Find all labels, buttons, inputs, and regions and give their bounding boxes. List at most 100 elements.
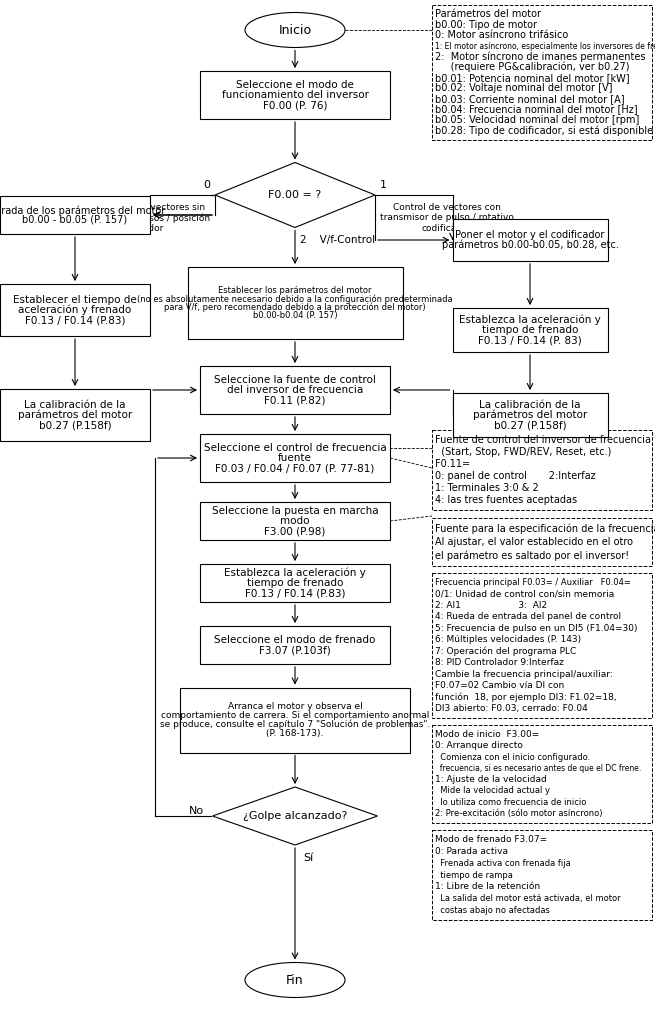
Bar	[432, 830, 652, 920]
Text: No: No	[189, 806, 204, 816]
Bar	[432, 725, 652, 823]
Text: 7: Operación del programa PLC: 7: Operación del programa PLC	[435, 646, 576, 656]
Text: 2: Pre-excitación (sólo motor asíncrono): 2: Pre-excitación (sólo motor asíncrono)	[435, 809, 603, 818]
Text: Establezca la aceleración y: Establezca la aceleración y	[224, 567, 366, 579]
Text: modo: modo	[280, 516, 310, 526]
Polygon shape	[212, 787, 377, 845]
Text: función  18, por ejemplo DI3: F1.02=18,: función 18, por ejemplo DI3: F1.02=18,	[435, 692, 616, 701]
Text: 0: 0	[203, 180, 210, 190]
Text: Modo de frenado F3.07=: Modo de frenado F3.07=	[435, 836, 547, 845]
Text: b0.02: Voltaje nominal del motor [V]: b0.02: Voltaje nominal del motor [V]	[435, 83, 612, 93]
Text: 2:  Motor síncrono de imanes permanentes: 2: Motor síncrono de imanes permanentes	[435, 51, 645, 61]
Text: b0.00-b0.04 (P. 157): b0.00-b0.04 (P. 157)	[253, 310, 337, 319]
Text: Cambie la frecuencia principal/auxiliar:: Cambie la frecuencia principal/auxiliar:	[435, 670, 612, 679]
Text: Seleccione el control de frecuencia: Seleccione el control de frecuencia	[204, 442, 386, 453]
Bar	[200, 502, 390, 540]
Bar	[200, 626, 390, 664]
Text: 5: Frecuencia de pulso en un DI5 (F1.04=30): 5: Frecuencia de pulso en un DI5 (F1.04=…	[435, 624, 637, 633]
Text: (P. 168-173).: (P. 168-173).	[267, 729, 324, 737]
Text: 1: Ajuste de la velocidad: 1: Ajuste de la velocidad	[435, 775, 547, 784]
Text: aceleración y frenado: aceleración y frenado	[18, 305, 132, 315]
Text: Sí: Sí	[303, 853, 313, 863]
Bar	[200, 564, 390, 602]
Text: Comienza con el inicio configurado.: Comienza con el inicio configurado.	[435, 753, 590, 762]
Bar	[0, 389, 150, 441]
Bar	[432, 5, 652, 140]
Text: Entrada de los parámetros del motor: Entrada de los parámetros del motor	[0, 205, 165, 215]
Text: tiempo de frenado: tiempo de frenado	[247, 578, 343, 588]
Bar	[453, 219, 607, 261]
Text: b0.28: Tipo de codificador, si está disponible: b0.28: Tipo de codificador, si está disp…	[435, 126, 653, 136]
Text: La salida del motor está activada, el motor: La salida del motor está activada, el mo…	[435, 894, 621, 903]
Text: F0.13 / F0.14 (P.83): F0.13 / F0.14 (P.83)	[25, 315, 125, 326]
Text: ¿Golpe alcanzado?: ¿Golpe alcanzado?	[243, 811, 347, 821]
Bar	[432, 430, 652, 510]
Text: Inicio: Inicio	[278, 24, 312, 37]
Text: 0: Motor asíncrono trifásico: 0: Motor asíncrono trifásico	[435, 31, 569, 41]
Text: Seleccione la fuente de control: Seleccione la fuente de control	[214, 375, 376, 385]
Bar	[453, 308, 607, 352]
Text: b0.04: Frecuencia nominal del motor [Hz]: b0.04: Frecuencia nominal del motor [Hz]	[435, 104, 637, 115]
Text: comportamiento de carrera. Si el comportamiento anormal: comportamiento de carrera. Si el comport…	[161, 711, 429, 720]
Text: (Start, Stop, FWD/REV, Reset, etc.): (Start, Stop, FWD/REV, Reset, etc.)	[435, 447, 611, 457]
Text: Fuente para la especificación de la frecuencia: Fuente para la especificación de la frec…	[435, 523, 655, 534]
Text: parámetros b0.00-b0.05, b0.28, etc.: parámetros b0.00-b0.05, b0.28, etc.	[441, 240, 618, 250]
Text: Poner el motor y el codificador: Poner el motor y el codificador	[455, 230, 605, 241]
Text: para V/f, pero recomendado debido a la protección del motor): para V/f, pero recomendado debido a la p…	[164, 302, 426, 311]
Text: costas abajo no afectadas: costas abajo no afectadas	[435, 905, 550, 914]
Text: b0.27 (P.158f): b0.27 (P.158f)	[39, 420, 111, 430]
Text: 1: El motor asíncrono, especialmente los inversores de frecuencia: 1: El motor asíncrono, especialmente los…	[435, 42, 655, 50]
Text: (no es absolutamente necesario debido a la configuración predeterminada: (no es absolutamente necesario debido a …	[137, 294, 453, 304]
Bar	[200, 366, 390, 414]
Text: F0.13 / F0.14 (P. 83): F0.13 / F0.14 (P. 83)	[478, 335, 582, 345]
Ellipse shape	[245, 12, 345, 47]
Text: 0/1: Unidad de control con/sin memoria: 0/1: Unidad de control con/sin memoria	[435, 590, 614, 599]
Text: 0: Parada activa: 0: Parada activa	[435, 847, 508, 856]
Ellipse shape	[245, 963, 345, 997]
Text: F0.07=02 Cambio vía DI con: F0.07=02 Cambio vía DI con	[435, 681, 564, 690]
Text: Establecer el tiempo de: Establecer el tiempo de	[13, 295, 137, 305]
Text: DI3 abierto: F0.03, cerrado: F0.04: DI3 abierto: F0.03, cerrado: F0.04	[435, 703, 588, 713]
Text: frecuencia, si es necesario antes de que el DC frene.: frecuencia, si es necesario antes de que…	[435, 764, 641, 773]
Text: se produce, consulte el capítulo 7 "Solución de problemas".: se produce, consulte el capítulo 7 "Solu…	[160, 720, 430, 729]
Text: 2: AI1                    3:  AI2: 2: AI1 3: AI2	[435, 601, 547, 610]
Text: La calibración de la: La calibración de la	[24, 400, 126, 410]
Text: Parámetros del motor: Parámetros del motor	[435, 9, 541, 19]
Polygon shape	[215, 163, 375, 227]
Text: F0.00 (P. 76): F0.00 (P. 76)	[263, 100, 328, 111]
Text: funcionamiento del inversor: funcionamiento del inversor	[221, 90, 369, 100]
Text: 4: Rueda de entrada del panel de control: 4: Rueda de entrada del panel de control	[435, 612, 621, 622]
Text: Seleccione la puesta en marcha: Seleccione la puesta en marcha	[212, 506, 379, 516]
Text: Seleccione el modo de frenado: Seleccione el modo de frenado	[214, 635, 376, 645]
Text: Establecer los parámetros del motor: Establecer los parámetros del motor	[218, 287, 372, 295]
Text: Modo de inicio  F3.00=: Modo de inicio F3.00=	[435, 730, 539, 739]
Text: b0.01: Potencia nominal del motor [kW]: b0.01: Potencia nominal del motor [kW]	[435, 73, 629, 83]
Text: parámetros del motor: parámetros del motor	[473, 410, 587, 420]
Bar	[200, 71, 390, 119]
Text: b0.03: Corriente nominal del motor [A]: b0.03: Corriente nominal del motor [A]	[435, 94, 625, 104]
Text: La calibración de la: La calibración de la	[479, 400, 581, 410]
Text: Al ajustar, el valor establecido en el otro: Al ajustar, el valor establecido en el o…	[435, 537, 633, 547]
Text: Mide la velocidad actual y: Mide la velocidad actual y	[435, 786, 550, 796]
Bar	[432, 518, 652, 566]
Bar	[0, 284, 150, 336]
Text: Frenada activa con frenada fija: Frenada activa con frenada fija	[435, 859, 571, 867]
Bar	[432, 573, 652, 718]
Text: Seleccione el modo de: Seleccione el modo de	[236, 80, 354, 90]
Text: b0.27 (P.158f): b0.27 (P.158f)	[494, 420, 567, 430]
Text: fuente: fuente	[278, 453, 312, 463]
Text: 1: 1	[380, 180, 387, 190]
Text: Control de vectores con
transmisor de pulso / rotativo
codificador: Control de vectores con transmisor de pu…	[380, 203, 514, 232]
Text: F0.03 / F0.04 / F0.07 (P. 77-81): F0.03 / F0.04 / F0.07 (P. 77-81)	[215, 463, 375, 473]
Text: F0.11=: F0.11=	[435, 459, 470, 469]
Bar	[187, 267, 403, 339]
Text: 1: Libre de la retención: 1: Libre de la retención	[435, 883, 540, 891]
Text: parámetros del motor: parámetros del motor	[18, 410, 132, 420]
Text: El control de los vectores sin
generador de pulsos / posición
proveedor: El control de los vectores sin generador…	[71, 203, 210, 233]
Text: F3.00 (P.98): F3.00 (P.98)	[265, 526, 326, 537]
Text: 4: las tres fuentes aceptadas: 4: las tres fuentes aceptadas	[435, 495, 577, 505]
Text: del inversor de frecuencia: del inversor de frecuencia	[227, 385, 363, 395]
Text: tiempo de rampa: tiempo de rampa	[435, 870, 513, 880]
Bar	[200, 434, 390, 482]
Text: F0.00 = ?: F0.00 = ?	[269, 190, 322, 200]
